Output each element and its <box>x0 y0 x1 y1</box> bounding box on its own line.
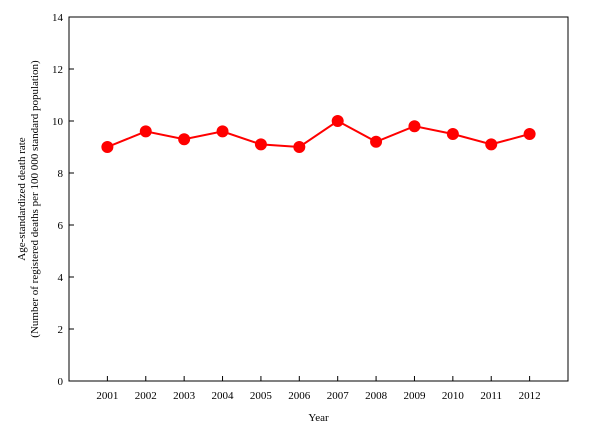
x-tick-label: 2010 <box>442 390 465 402</box>
x-tick-label: 2005 <box>250 390 273 402</box>
x-tick-label: 2008 <box>365 390 388 402</box>
x-tick-label: 2012 <box>519 390 541 402</box>
y-tick-label: 0 <box>58 376 64 388</box>
series-layer <box>101 115 536 153</box>
data-point <box>293 141 306 153</box>
y-axis-ticks: 0 2 4 6 8 10 12 14 <box>52 12 74 388</box>
data-point <box>178 133 191 146</box>
y-tick-label: 10 <box>52 116 64 128</box>
data-point <box>408 120 421 133</box>
data-point <box>139 125 152 138</box>
data-point <box>216 125 229 138</box>
plot-area-frame <box>68 16 569 382</box>
data-point <box>523 128 536 140</box>
x-tick-label: 2003 <box>173 390 196 402</box>
y-tick-label: 4 <box>58 272 64 284</box>
x-tick-label: 2011 <box>480 390 502 402</box>
y-tick-label: 8 <box>58 168 64 180</box>
y-axis-label-line-2: (Number of registered deaths per 100 000… <box>29 60 41 338</box>
data-point <box>101 141 114 153</box>
y-tick-label: 14 <box>52 12 64 24</box>
data-point <box>370 135 383 148</box>
data-point <box>446 128 459 140</box>
data-point <box>331 115 344 127</box>
x-tick-label: 2009 <box>403 390 426 402</box>
x-axis-ticks: 2001 2002 2003 2004 2005 2006 2007 2008 2009 2010… <box>96 376 541 402</box>
x-tick-label: 2004 <box>212 390 235 402</box>
y-tick-label: 6 <box>58 220 64 232</box>
x-tick-label: 2006 <box>288 390 311 402</box>
series-line <box>107 119 530 149</box>
x-tick-label: 2002 <box>135 390 157 402</box>
x-tick-label: 2001 <box>96 390 118 402</box>
data-point <box>485 138 498 151</box>
data-point <box>254 138 267 151</box>
x-tick-label: 2007 <box>327 390 350 402</box>
y-tick-label: 12 <box>52 64 63 76</box>
y-tick-label: 2 <box>58 324 64 336</box>
x-axis-label: Year <box>308 412 329 424</box>
y-axis-label-line-1: Age-standardized death rate <box>16 137 28 260</box>
